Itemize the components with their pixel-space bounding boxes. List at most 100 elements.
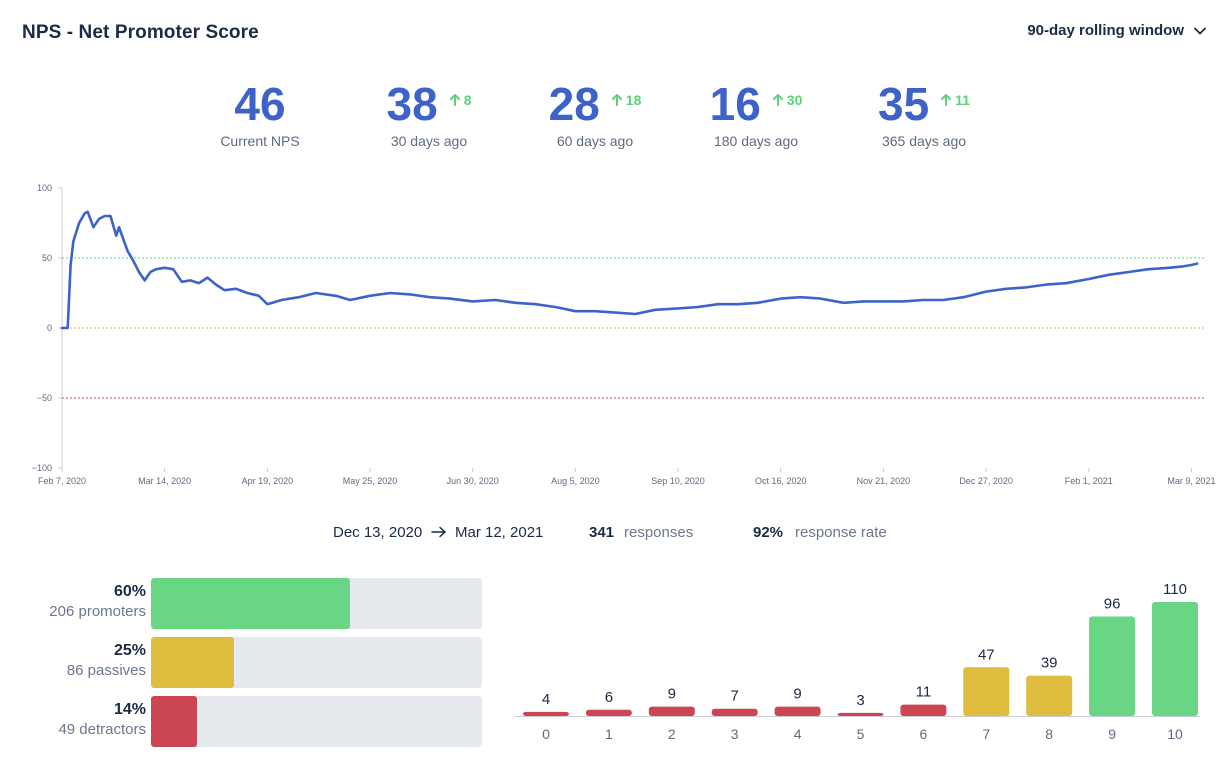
stat-30-days: 38 8 30 days ago [339, 78, 519, 158]
score-bar [585, 709, 632, 716]
nps-trend-chart: 100 50 0 −50 −100 Feb 7, 2020 Mar 14, 2020 Apr … [32, 183, 1216, 486]
x-tick-label: Aug 5, 2020 [551, 476, 600, 486]
arrow-up-icon [772, 94, 783, 106]
segment-label: 60% 206 promoters [49, 582, 146, 622]
stat-value: 46 [234, 78, 286, 130]
bar-category-label: 0 [542, 726, 550, 742]
nps-series-line [60, 210, 1199, 330]
bar-category-label: 10 [1167, 726, 1183, 742]
response-rate-label: response rate [795, 524, 887, 541]
stat-value: 35 [878, 78, 930, 130]
stat-delta-value: 8 [463, 92, 472, 108]
segment-detractors: 14% 49 detractors [0, 696, 490, 748]
score-bar [523, 711, 569, 716]
stat-60-days: 28 18 60 days ago [505, 78, 685, 158]
bar-value-label: 47 [978, 646, 995, 663]
bar-category-label: 4 [794, 726, 802, 742]
x-tick-label: Nov 21, 2020 [857, 476, 911, 486]
period-start: Dec 13, 2020 [333, 524, 423, 541]
segment-label: 14% 49 detractors [58, 700, 146, 740]
period-summary: Dec 13, 2020 Mar 12, 2021 341 responses … [0, 524, 1228, 544]
segment-promoters: 60% 206 promoters [0, 578, 490, 630]
stats-strip: 46 Current NPS 38 8 30 days ago 28 18 60… [0, 78, 1228, 158]
stat-value: 16 [709, 78, 761, 130]
score-bar [837, 712, 884, 716]
x-tick-label: Feb 7, 2020 [38, 476, 86, 486]
segment-fill [151, 696, 198, 747]
bar-category-label: 1 [605, 726, 613, 742]
score-bar [774, 706, 821, 716]
stat-delta: 30 [772, 92, 803, 108]
bar-value-label: 9 [793, 686, 801, 703]
responses-count: 341 [589, 524, 615, 541]
bar-value-label: 6 [605, 689, 613, 706]
stat-value: 28 [548, 78, 600, 130]
stat-value: 38 [386, 78, 438, 130]
segment-track [151, 696, 482, 747]
stat-delta-value: 30 [786, 92, 803, 108]
bar-category-label: 8 [1045, 726, 1053, 742]
response-rate-value: 92% [753, 524, 784, 541]
stat-label: Current NPS [220, 133, 300, 149]
score-bar [1089, 616, 1136, 716]
bar-category-label: 2 [668, 726, 676, 742]
stat-label: 60 days ago [556, 133, 634, 149]
bar-value-label: 11 [916, 684, 932, 701]
x-tick-label: Mar 14, 2020 [138, 476, 191, 486]
segment-count: 49 detractors [58, 721, 146, 738]
segment-label: 25% 86 passives [67, 641, 146, 681]
stat-180-days: 16 30 180 days ago [666, 78, 846, 158]
stat-label: 30 days ago [390, 133, 468, 149]
score-bar [1026, 675, 1073, 716]
arrow-up-icon [941, 94, 952, 106]
y-tick-label: 100 [37, 183, 52, 193]
arrow-up-icon [611, 94, 622, 106]
segment-fill [151, 578, 350, 629]
x-tick-label: May 25, 2020 [343, 476, 398, 486]
segment-passives: 25% 86 passives [0, 637, 490, 689]
y-tick-label: 50 [42, 253, 52, 263]
y-tick-label: 0 [47, 323, 52, 333]
y-tick-label: −100 [32, 463, 52, 473]
stat-delta: 8 [449, 92, 472, 108]
stat-delta-value: 18 [625, 92, 642, 108]
window-select[interactable]: 90-day rolling window [1027, 22, 1206, 39]
x-tick-label: Apr 19, 2020 [242, 476, 294, 486]
period-end: Mar 12, 2021 [455, 524, 544, 541]
bar-value-label: 110 [1163, 581, 1187, 598]
arrow-up-icon [449, 94, 460, 106]
score-bar [1152, 602, 1198, 716]
segment-percent: 25% [113, 642, 146, 659]
bar-value-label: 9 [668, 686, 676, 703]
bar-value-label: 39 [1041, 655, 1058, 672]
x-tick-label: Oct 16, 2020 [755, 476, 807, 486]
x-tick-label: Sep 10, 2020 [651, 476, 705, 486]
score-bar [648, 706, 695, 716]
responses-label: responses [624, 524, 694, 541]
segment-percent: 60% [113, 583, 146, 600]
segment-count: 86 passives [66, 662, 146, 679]
arrow-right-icon [431, 524, 447, 541]
stat-delta: 18 [611, 92, 642, 108]
bar-category-label: 9 [1108, 726, 1116, 742]
x-tick-label: Jun 30, 2020 [447, 476, 499, 486]
stat-delta-value: 11 [955, 92, 970, 108]
bar-value-label: 3 [856, 692, 864, 709]
segment-fill [151, 637, 234, 688]
segment-track [151, 637, 482, 688]
bar-value-label: 7 [731, 688, 739, 705]
chevron-down-icon [1194, 27, 1206, 34]
bar-category-label: 7 [982, 726, 990, 742]
bar-category-label: 6 [920, 726, 928, 742]
bar-value-label: 4 [542, 691, 550, 708]
bar-value-label: 96 [1104, 596, 1121, 613]
page-title: NPS - Net Promoter Score [22, 22, 259, 43]
stat-label: 180 days ago [713, 133, 799, 149]
bar-category-label: 5 [857, 726, 865, 742]
score-bar [900, 704, 947, 716]
score-bar [711, 708, 758, 716]
bar-category-label: 3 [731, 726, 739, 742]
score-bar [963, 667, 1010, 716]
stat-365-days: 35 11 365 days ago [834, 78, 1014, 158]
